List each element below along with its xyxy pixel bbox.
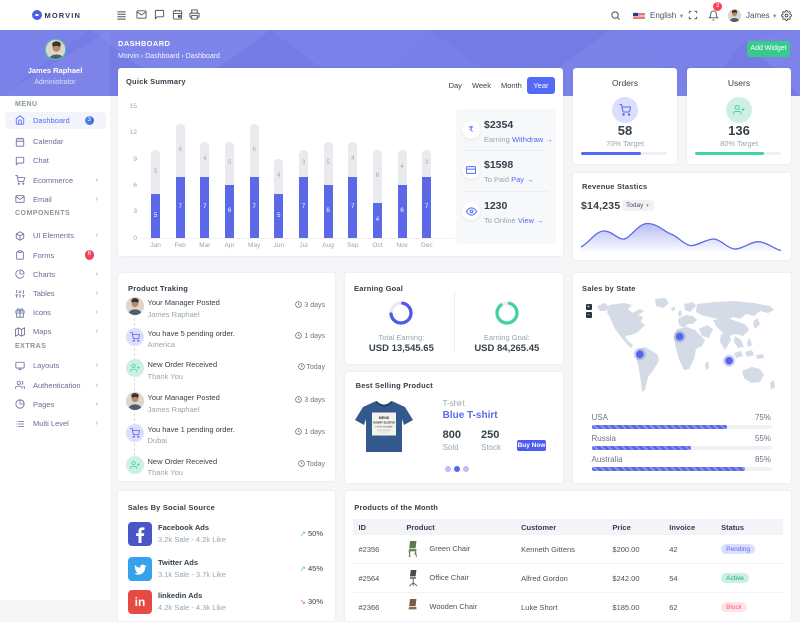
svg-text:t-shirt template: t-shirt template	[375, 424, 393, 428]
svg-text:SHORT-SLEEVE: SHORT-SLEEVE	[373, 420, 395, 424]
svg-text:MENS: MENS	[379, 416, 390, 420]
